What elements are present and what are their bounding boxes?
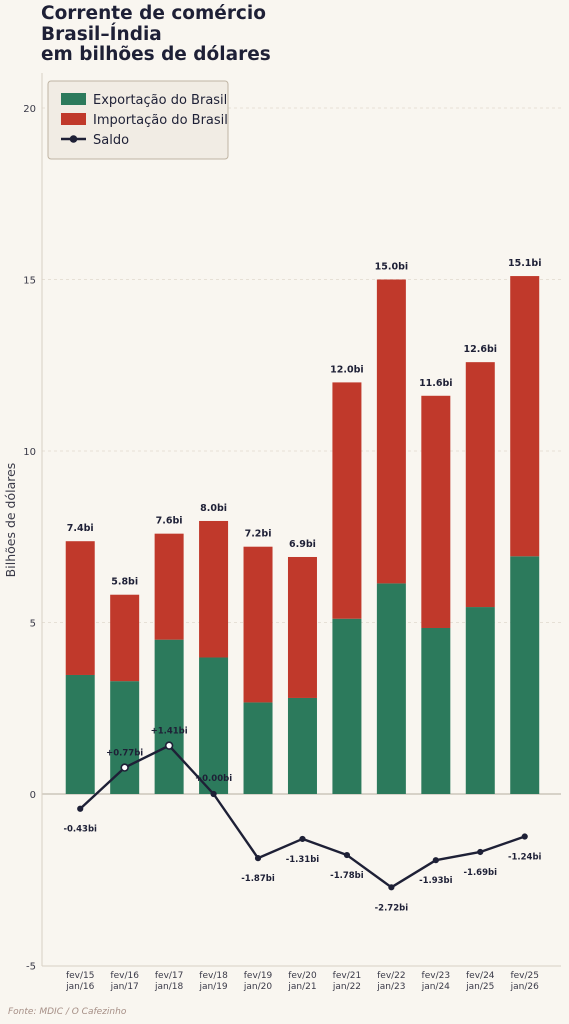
x-tick-label: fev/24 jan/25 xyxy=(465,971,495,992)
saldo-line xyxy=(77,741,528,891)
saldo-label: +0.00bi xyxy=(195,774,232,784)
bar-importacao xyxy=(332,382,362,619)
saldo-point xyxy=(120,763,129,772)
legend-swatch-importacao xyxy=(61,113,86,125)
axes: -5 0 5 10 15 20 Bilhões de dólares fev/15 jan/16… xyxy=(3,73,561,992)
bar-exportacao xyxy=(287,697,317,794)
x-tick-label: fev/23 jan/24 xyxy=(421,971,450,992)
bar-importacao xyxy=(199,520,229,658)
bar-exportacao xyxy=(510,556,540,794)
total-label: 12.6bi xyxy=(464,344,498,355)
y-tick-label: 10 xyxy=(23,447,36,458)
y-tick-label: 20 xyxy=(23,104,36,115)
legend-label-importacao: Importação do Brasil xyxy=(93,113,228,128)
bar-exportacao xyxy=(65,674,95,794)
total-label: 7.2bi xyxy=(245,529,272,540)
chart-title: Corrente de comércio Brasil–Índia em bil… xyxy=(41,3,271,65)
x-tick-label: fev/25 jan/26 xyxy=(510,971,539,992)
total-label: 15.0bi xyxy=(375,262,409,273)
data-labels: 7.4bi 5.8bi 7.6bi 8.0bi 7.2bi 6.9bi 12.0bi 15.0… xyxy=(63,258,541,913)
total-label: 6.9bi xyxy=(289,539,316,550)
bar-exportacao xyxy=(154,639,184,794)
bar-importacao xyxy=(421,395,451,628)
x-tick-label: fev/16 jan/17 xyxy=(110,971,140,992)
saldo-label: +0.77bi xyxy=(106,749,143,759)
saldo-label: -1.31bi xyxy=(286,855,320,865)
bar-importacao xyxy=(287,556,317,698)
x-tick-label: fev/20 jan/21 xyxy=(287,971,317,992)
saldo-label: -1.87bi xyxy=(241,874,275,884)
bar-exportacao xyxy=(199,657,229,794)
total-label: 11.6bi xyxy=(419,378,453,389)
total-label: 15.1bi xyxy=(508,258,542,269)
source-note: Fonte: MDIC / O Cafezinho xyxy=(8,1007,127,1017)
bar-importacao xyxy=(465,362,495,608)
bars xyxy=(65,276,540,794)
saldo-point xyxy=(299,835,306,843)
x-tick-label: fev/17 jan/18 xyxy=(154,971,183,992)
total-label: 8.0bi xyxy=(200,503,227,514)
bar-exportacao xyxy=(376,583,406,794)
bar-exportacao xyxy=(243,702,273,794)
saldo-label: -2.72bi xyxy=(375,903,409,913)
saldo-point xyxy=(77,805,84,812)
total-label: 5.8bi xyxy=(111,577,138,588)
saldo-label: -1.78bi xyxy=(330,871,364,881)
saldo-point xyxy=(477,848,484,856)
legend-marker-saldo xyxy=(69,135,78,143)
y-tick-label: 5 xyxy=(30,619,36,630)
saldo-label: -1.24bi xyxy=(508,853,542,863)
saldo-point xyxy=(210,790,217,798)
x-tick-label: fev/22 jan/23 xyxy=(376,971,405,992)
bar-exportacao xyxy=(465,607,495,794)
x-tick-label: fev/19 jan/20 xyxy=(243,971,273,992)
x-tick-label: fev/15 jan/16 xyxy=(65,971,94,992)
y-tick-label: 0 xyxy=(30,790,36,801)
bar-importacao xyxy=(110,594,140,682)
y-tick-label: 15 xyxy=(23,276,36,287)
legend: Exportação do Brasil Importação do Brasi… xyxy=(47,80,229,160)
saldo-point xyxy=(388,884,395,891)
legend-swatch-exportacao xyxy=(61,93,86,105)
saldo-label: +1.41bi xyxy=(151,727,188,737)
y-axis-label: Bilhões de dólares xyxy=(3,463,18,578)
bar-importacao xyxy=(510,276,540,557)
x-tick-label: fev/18 jan/19 xyxy=(198,971,228,992)
bar-exportacao xyxy=(332,618,362,794)
bar-exportacao xyxy=(421,627,451,794)
saldo-point xyxy=(164,741,174,750)
bar-importacao xyxy=(154,533,184,640)
saldo-point xyxy=(521,833,528,840)
total-label: 7.4bi xyxy=(67,523,94,534)
bar-importacao xyxy=(65,541,95,675)
y-tick-label: -5 xyxy=(26,962,36,973)
saldo-label: -1.69bi xyxy=(464,868,498,878)
bar-importacao xyxy=(243,546,273,703)
total-label: 12.0bi xyxy=(330,364,364,375)
saldo-point xyxy=(432,857,439,864)
saldo-point xyxy=(343,851,351,859)
saldo-label: -1.93bi xyxy=(419,876,453,886)
total-label: 7.6bi xyxy=(156,516,183,527)
saldo-point xyxy=(254,855,262,862)
legend-box xyxy=(47,80,229,160)
saldo-label: -0.43bi xyxy=(63,825,97,835)
legend-label-saldo: Saldo xyxy=(93,133,129,148)
x-tick-label: fev/21 jan/22 xyxy=(332,971,361,992)
bar-importacao xyxy=(376,279,406,584)
legend-label-exportacao: Exportação do Brasil xyxy=(93,93,227,108)
